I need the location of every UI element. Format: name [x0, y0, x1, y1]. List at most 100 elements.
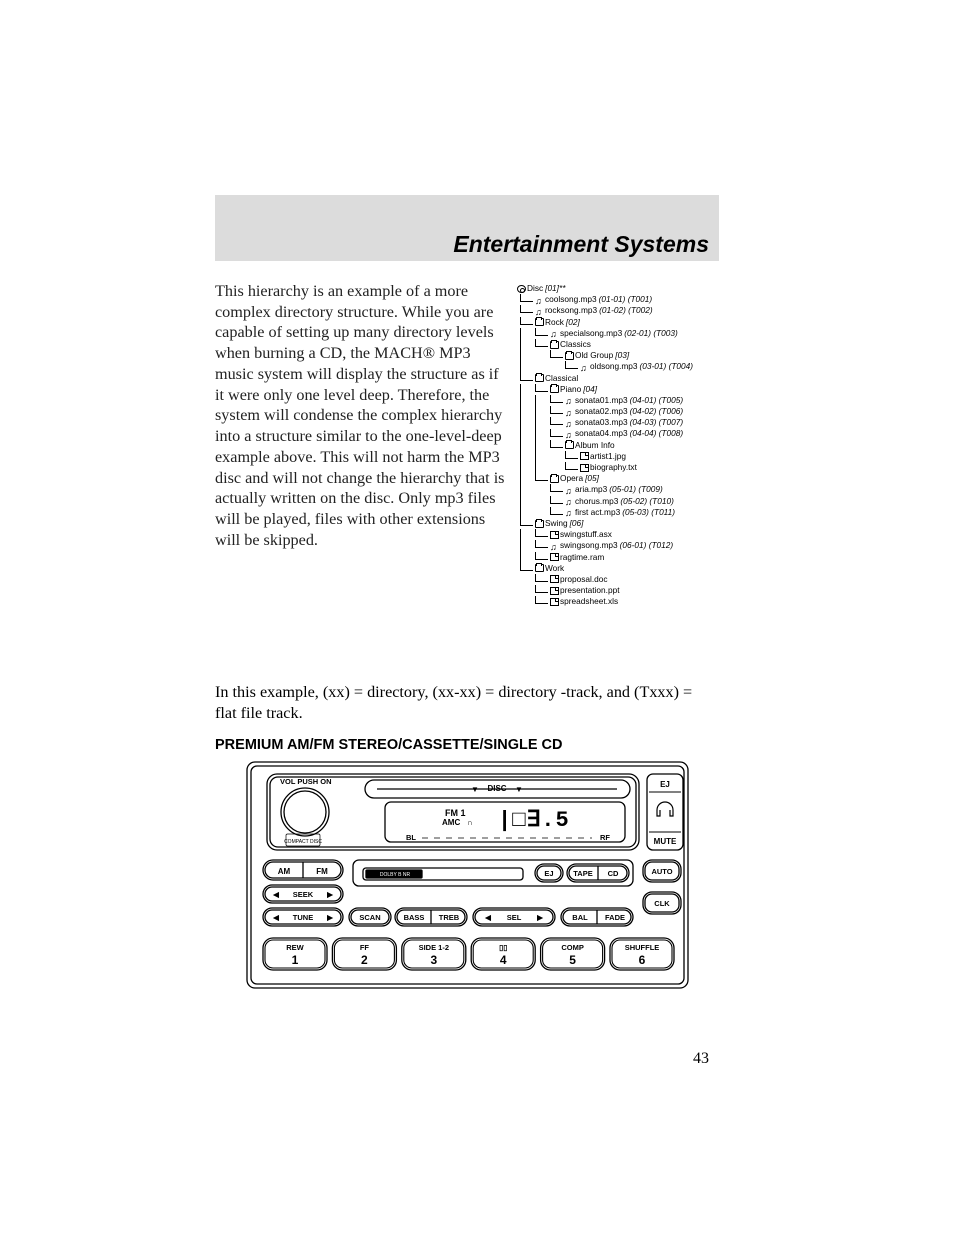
svg-text:∩: ∩ [467, 818, 473, 827]
tree-node-meta: (04-02) (T006) [630, 406, 684, 417]
tree-node: sonata01.mp3 (04-01) (T005) [517, 395, 727, 406]
note-icon [565, 497, 574, 505]
folder-icon [565, 441, 574, 449]
tree-node-label: sonata02.mp3 [575, 406, 628, 417]
sel-button: SEL [507, 913, 522, 922]
preset-number: 3 [430, 953, 437, 967]
tree-node-label: presentation.ppt [560, 585, 620, 596]
display-amc: AMC [442, 818, 460, 827]
tree-node-label: biography.txt [590, 462, 637, 473]
file-icon [580, 464, 589, 472]
tape-button: TAPE [573, 869, 592, 878]
tree-node-meta: (04-01) (T005) [630, 395, 684, 406]
tree-node-label: Work [545, 563, 564, 574]
tree-node-meta: [04] [583, 384, 597, 395]
note-icon [535, 307, 544, 315]
note-icon [565, 408, 574, 416]
tree-node-label: Rock [545, 317, 564, 328]
folder-icon [535, 564, 544, 572]
cd-button: CD [608, 869, 619, 878]
tree-node: spreadsheet.xls [517, 596, 727, 607]
svg-text:◀: ◀ [272, 890, 280, 899]
tree-node: presentation.ppt [517, 585, 727, 596]
tree-node: Album Info [517, 440, 727, 451]
tree-node-label: Album Info [575, 440, 615, 451]
note-icon [565, 396, 574, 404]
tree-node-label: Disc [527, 283, 543, 294]
tree-node: sonata04.mp3 (04-04) (T008) [517, 428, 727, 439]
tree-node: biography.txt [517, 462, 727, 473]
tree-node-label: swingstuff.asx [560, 529, 612, 540]
page-number: 43 [693, 1050, 709, 1068]
tree-node-label: Opera [560, 473, 583, 484]
preset-number: 4 [500, 953, 507, 967]
tree-node: Piano [04] [517, 384, 727, 395]
note-icon [550, 542, 559, 550]
file-icon [550, 587, 559, 595]
tree-node-meta: (03-01) (T004) [640, 361, 694, 372]
am-button: AM [278, 867, 291, 876]
tree-node-meta: (05-01) (T009) [609, 484, 663, 495]
tree-node: Swing [06] [517, 518, 727, 529]
preset-button-5: COMP5 [541, 938, 605, 970]
scan-button: SCAN [359, 913, 380, 922]
tree-node-meta: [02] [566, 317, 580, 328]
tree-node-label: oldsong.mp3 [590, 361, 638, 372]
file-icon [550, 598, 559, 606]
tree-node-label: ragtime.ram [560, 552, 604, 563]
preset-top-label: REW [286, 943, 304, 952]
tree-node-label: swingsong.mp3 [560, 540, 618, 551]
preset-top-label: SIDE 1-2 [419, 943, 449, 952]
tree-node: Opera [05] [517, 473, 727, 484]
bass-button: BASS [404, 913, 425, 922]
preset-button-6: SHUFFLE6 [610, 938, 674, 970]
file-icon [550, 575, 559, 583]
svg-text:◀: ◀ [272, 913, 280, 922]
tree-node-meta: (06-01) (T012) [620, 540, 674, 551]
note-icon [535, 296, 544, 304]
tree-node-meta: (02-01) (T003) [624, 328, 678, 339]
tree-node-label: aria.mp3 [575, 484, 607, 495]
display-freq: |□∃.5 [498, 808, 570, 833]
mute-label: MUTE [654, 837, 677, 846]
tree-node-meta: [01]** [545, 283, 565, 294]
radio-diagram: VOL PUSH ON ▼ DISC ▼ FM 1 AMC ∩ |□∃.5 BL… [245, 760, 690, 990]
tree-node: Rock [02] [517, 317, 727, 328]
tree-node-label: spreadsheet.xls [560, 596, 618, 607]
tree-node-label: coolsong.mp3 [545, 294, 597, 305]
tree-node: chorus.mp3 (05-02) (T010) [517, 496, 727, 507]
folder-icon [535, 374, 544, 382]
tree-node: Work [517, 563, 727, 574]
svg-text:▶: ▶ [326, 913, 334, 922]
preset-top-label: FF [360, 943, 370, 952]
tree-node-label: specialsong.mp3 [560, 328, 622, 339]
file-icon [580, 452, 589, 460]
note-icon [565, 508, 574, 516]
preset-number: 5 [569, 953, 576, 967]
preset-number: 1 [292, 953, 299, 967]
tree-node-label: Classics [560, 339, 591, 350]
tree-node: specialsong.mp3 (02-01) (T003) [517, 328, 727, 339]
tree-node: artist1.jpg [517, 451, 727, 462]
tree-node-meta: (05-03) (T011) [622, 507, 675, 518]
tree-node-meta: (04-04) (T008) [630, 428, 684, 439]
tree-node-meta: [06] [570, 518, 584, 529]
tree-node: Classics [517, 339, 727, 350]
tree-node-label: sonata04.mp3 [575, 428, 628, 439]
clk-button: CLK [654, 899, 670, 908]
tree-node: Classical [517, 373, 727, 384]
svg-text:▼: ▼ [471, 785, 479, 794]
note-icon [565, 419, 574, 427]
tree-node: Old Group [03] [517, 350, 727, 361]
svg-text:▶: ▶ [536, 913, 544, 922]
dolby-label: DOLBY B NR [380, 872, 411, 878]
tree-node-label: Swing [545, 518, 568, 529]
auto-button: AUTO [651, 867, 672, 876]
tree-node: sonata03.mp3 (04-03) (T007) [517, 417, 727, 428]
bal-button: BAL [572, 913, 588, 922]
section-title: Entertainment Systems [453, 231, 709, 258]
tree-node: first act.mp3 (05-03) (T011) [517, 507, 727, 518]
preset-button-4: ▯▯4 [471, 938, 535, 970]
file-icon [550, 531, 559, 539]
treb-button: TREB [439, 913, 460, 922]
